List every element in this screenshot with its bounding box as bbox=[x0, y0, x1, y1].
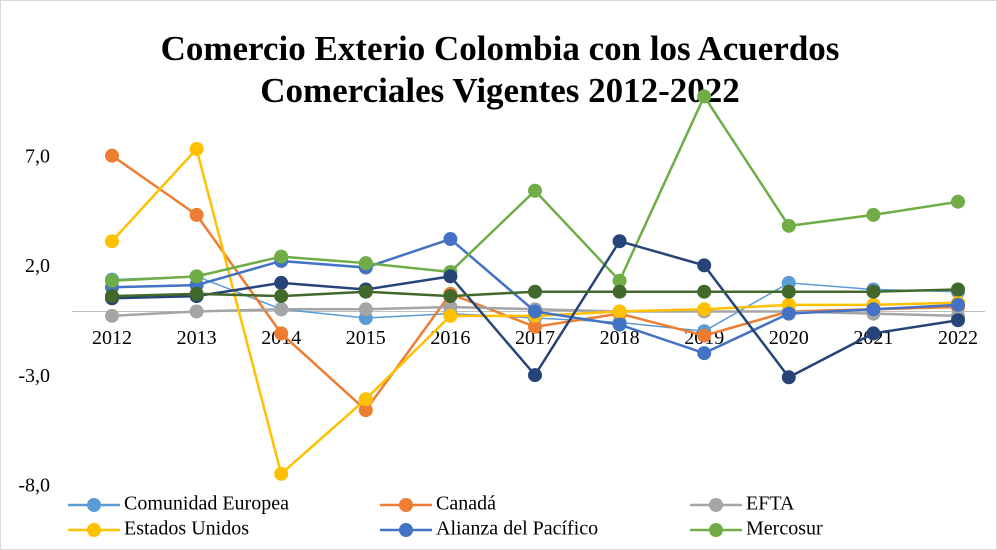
y-tick-label: 2,0 bbox=[25, 255, 50, 277]
legend-label: Estados Unidos bbox=[124, 518, 249, 540]
data-point bbox=[443, 269, 458, 284]
legend-marker bbox=[709, 498, 723, 512]
data-point bbox=[697, 89, 712, 104]
data-point bbox=[189, 207, 204, 222]
legend-marker bbox=[87, 498, 101, 512]
data-point bbox=[866, 284, 881, 299]
data-point bbox=[105, 148, 119, 163]
data-point bbox=[358, 403, 373, 418]
data-point bbox=[951, 297, 965, 312]
data-point bbox=[189, 142, 204, 157]
legend-label: Comunidad Europea bbox=[124, 493, 289, 515]
data-point bbox=[528, 304, 542, 319]
x-tick-label: 2020 bbox=[769, 327, 809, 349]
data-point bbox=[697, 302, 712, 317]
data-point bbox=[951, 313, 965, 328]
data-point bbox=[951, 194, 965, 209]
data-point bbox=[528, 183, 542, 198]
chart-title: Comercio Exterio Colombia con los Acuerd… bbox=[161, 29, 840, 68]
legend-marker bbox=[399, 498, 413, 512]
y-tick-label: -3,0 bbox=[18, 365, 50, 387]
data-point bbox=[528, 319, 542, 334]
data-point bbox=[358, 392, 373, 407]
data-point bbox=[358, 302, 373, 317]
x-tick-label: 2013 bbox=[177, 327, 217, 349]
data-point bbox=[443, 289, 458, 304]
data-point bbox=[274, 289, 289, 304]
x-tick-label: 2022 bbox=[938, 327, 978, 349]
data-point bbox=[866, 302, 881, 317]
data-point bbox=[866, 207, 881, 222]
data-point bbox=[697, 284, 712, 299]
data-point bbox=[189, 304, 204, 319]
data-point bbox=[612, 304, 627, 319]
data-point bbox=[951, 282, 965, 297]
x-tick-label: 2012 bbox=[92, 327, 132, 349]
legend-label: EFTA bbox=[746, 493, 795, 515]
data-point bbox=[866, 326, 881, 341]
x-tick-label: 2017 bbox=[515, 327, 555, 349]
chart-title: Comerciales Vigentes 2012-2022 bbox=[260, 71, 740, 110]
data-point bbox=[781, 370, 796, 385]
data-point bbox=[612, 284, 627, 299]
data-point bbox=[697, 346, 712, 361]
legend-marker bbox=[399, 523, 413, 537]
y-tick-label: 7,0 bbox=[25, 145, 50, 167]
data-point bbox=[781, 306, 796, 321]
data-point bbox=[105, 273, 119, 288]
data-point bbox=[274, 275, 289, 290]
legend-label: Canadá bbox=[436, 493, 496, 515]
data-point bbox=[358, 256, 373, 271]
data-point bbox=[358, 284, 373, 299]
x-tick-label: 2018 bbox=[600, 327, 640, 349]
legend-marker bbox=[709, 523, 723, 537]
data-point bbox=[189, 286, 204, 301]
data-point bbox=[612, 234, 627, 249]
legend-label: Mercosur bbox=[746, 518, 823, 540]
data-point bbox=[612, 317, 627, 332]
data-point bbox=[105, 308, 119, 323]
data-point bbox=[105, 289, 119, 304]
data-point bbox=[697, 328, 712, 343]
x-tick-label: 2016 bbox=[430, 327, 470, 349]
data-point bbox=[528, 368, 542, 383]
legend-marker bbox=[87, 523, 101, 537]
x-tick-label: 2015 bbox=[346, 327, 386, 349]
data-point bbox=[443, 308, 458, 323]
data-point bbox=[781, 284, 796, 299]
data-point bbox=[443, 232, 458, 247]
data-point bbox=[274, 302, 289, 317]
legend-label: Alianza del Pacífico bbox=[436, 518, 598, 540]
data-point bbox=[612, 273, 627, 288]
data-point bbox=[697, 258, 712, 273]
data-point bbox=[528, 284, 542, 299]
data-point bbox=[274, 326, 289, 341]
data-point bbox=[274, 466, 289, 481]
y-tick-label: -8,0 bbox=[18, 475, 50, 497]
data-point bbox=[189, 269, 204, 284]
data-point bbox=[781, 218, 796, 233]
data-point bbox=[105, 234, 119, 249]
data-point bbox=[274, 249, 289, 264]
